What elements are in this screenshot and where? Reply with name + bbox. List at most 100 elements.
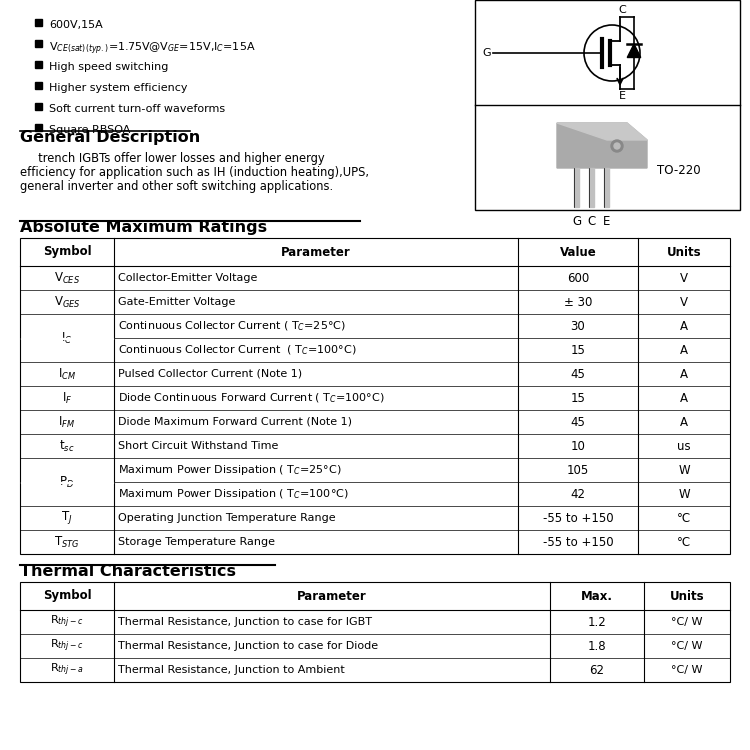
- Text: Thermal Characteristics: Thermal Characteristics: [20, 564, 236, 579]
- Bar: [20, 582, 730, 682]
- Text: °C/ W: °C/ W: [671, 665, 703, 675]
- Text: Maximum Power Dissipation ( T$_C$=100°C): Maximum Power Dissipation ( T$_C$=100°C): [118, 487, 349, 501]
- Text: Diode Maximum Forward Current (Note 1): Diode Maximum Forward Current (Note 1): [118, 417, 352, 427]
- Text: A: A: [680, 416, 688, 428]
- Text: 600: 600: [567, 272, 590, 284]
- Text: A: A: [680, 344, 688, 356]
- Text: t$_{sc}$: t$_{sc}$: [59, 439, 75, 454]
- Text: V: V: [680, 272, 688, 284]
- Text: W: W: [678, 488, 690, 500]
- Text: I$_C$: I$_C$: [62, 331, 73, 346]
- Text: 45: 45: [571, 416, 586, 428]
- Text: TO-220: TO-220: [657, 164, 700, 176]
- Text: -55 to +150: -55 to +150: [543, 512, 614, 524]
- Text: Soft current turn-off waveforms: Soft current turn-off waveforms: [49, 104, 225, 114]
- Bar: [35, 61, 42, 68]
- Bar: [35, 124, 42, 131]
- Text: R$_{th j-c}$: R$_{th j-c}$: [50, 638, 84, 654]
- Text: I$_{FM}$: I$_{FM}$: [58, 415, 76, 430]
- Text: I$_F$: I$_F$: [62, 391, 72, 406]
- Text: 30: 30: [571, 320, 585, 332]
- Text: 62: 62: [590, 664, 604, 676]
- Text: Higher system efficiency: Higher system efficiency: [49, 83, 188, 93]
- Text: R$_{th j-c}$: R$_{th j-c}$: [50, 614, 84, 630]
- Text: 105: 105: [567, 464, 590, 476]
- Text: General Description: General Description: [20, 130, 200, 145]
- Text: T$_{STG}$: T$_{STG}$: [54, 535, 80, 550]
- Text: 1.2: 1.2: [588, 616, 606, 628]
- Text: R$_{th j-a}$: R$_{th j-a}$: [50, 662, 84, 678]
- Text: Pulsed Collector Current (Note 1): Pulsed Collector Current (Note 1): [118, 369, 302, 379]
- Text: Units: Units: [667, 245, 701, 259]
- Text: V$_{CE(sat)(typ.)}$=1.75V@V$_{GE}$=15V,I$_C$=15A: V$_{CE(sat)(typ.)}$=1.75V@V$_{GE}$=15V,I…: [49, 41, 256, 58]
- Text: E: E: [603, 215, 610, 228]
- Polygon shape: [627, 44, 640, 58]
- Text: Value: Value: [560, 245, 596, 259]
- Text: Continuous Collector Current ( T$_C$=25°C): Continuous Collector Current ( T$_C$=25°…: [118, 320, 346, 333]
- Text: °C/ W: °C/ W: [671, 641, 703, 651]
- Text: 1.8: 1.8: [588, 640, 606, 652]
- Text: Diode Continuous Forward Current ( T$_C$=100°C): Diode Continuous Forward Current ( T$_C$…: [118, 392, 385, 405]
- Text: Parameter: Parameter: [281, 245, 351, 259]
- Text: °C/ W: °C/ W: [671, 617, 703, 627]
- Text: Thermal Resistance, Junction to case for IGBT: Thermal Resistance, Junction to case for…: [118, 617, 372, 627]
- Text: Square RBSOA: Square RBSOA: [49, 125, 130, 135]
- Text: Maximum Power Dissipation ( T$_C$=25°C): Maximum Power Dissipation ( T$_C$=25°C): [118, 463, 342, 477]
- Bar: [35, 103, 42, 110]
- Text: Symbol: Symbol: [43, 590, 92, 602]
- Text: 10: 10: [571, 440, 586, 452]
- Text: Short Circuit Withstand Time: Short Circuit Withstand Time: [118, 441, 278, 451]
- Text: Gate-Emitter Voltage: Gate-Emitter Voltage: [118, 297, 236, 307]
- Bar: [35, 19, 42, 26]
- Text: Max.: Max.: [581, 590, 613, 602]
- Text: Absolute Maximum Ratings: Absolute Maximum Ratings: [20, 220, 267, 235]
- Text: 600V,15A: 600V,15A: [49, 20, 103, 30]
- Circle shape: [614, 143, 620, 149]
- Bar: [574, 168, 579, 207]
- Text: Operating Junction Temperature Range: Operating Junction Temperature Range: [118, 513, 336, 523]
- Text: C: C: [588, 215, 596, 228]
- Text: Symbol: Symbol: [43, 245, 92, 259]
- Text: ± 30: ± 30: [564, 296, 592, 308]
- Text: A: A: [680, 392, 688, 404]
- Text: °C: °C: [677, 512, 691, 524]
- Text: P$_D$: P$_D$: [59, 475, 74, 490]
- Bar: [35, 82, 42, 89]
- Text: G: G: [572, 215, 581, 228]
- Text: A: A: [680, 320, 688, 332]
- Text: W: W: [678, 464, 690, 476]
- Polygon shape: [557, 123, 647, 140]
- Bar: [589, 168, 594, 207]
- Text: efficiency for application such as IH (induction heating),UPS,: efficiency for application such as IH (i…: [20, 166, 369, 179]
- Text: Units: Units: [670, 590, 704, 602]
- Text: °C: °C: [677, 536, 691, 548]
- Text: -55 to +150: -55 to +150: [543, 536, 614, 548]
- Text: E: E: [619, 91, 626, 101]
- Text: general inverter and other soft switching applications.: general inverter and other soft switchin…: [20, 180, 333, 193]
- Text: Collector-Emitter Voltage: Collector-Emitter Voltage: [118, 273, 257, 283]
- Bar: [475, 0, 740, 210]
- Text: High speed switching: High speed switching: [49, 62, 168, 72]
- Text: Storage Temperature Range: Storage Temperature Range: [118, 537, 275, 547]
- Text: T$_J$: T$_J$: [62, 509, 73, 526]
- Text: V$_{GES}$: V$_{GES}$: [54, 295, 80, 310]
- Bar: [20, 238, 730, 554]
- Circle shape: [611, 140, 623, 152]
- Text: G: G: [482, 48, 491, 58]
- Text: A: A: [680, 368, 688, 380]
- Text: 42: 42: [571, 488, 586, 500]
- Text: Thermal Resistance, Junction to Ambient: Thermal Resistance, Junction to Ambient: [118, 665, 345, 675]
- Text: 45: 45: [571, 368, 586, 380]
- Text: I$_{CM}$: I$_{CM}$: [58, 367, 76, 382]
- Polygon shape: [557, 123, 647, 168]
- Bar: [35, 40, 42, 47]
- Text: Thermal Resistance, Junction to case for Diode: Thermal Resistance, Junction to case for…: [118, 641, 378, 651]
- Text: trench IGBTs offer lower losses and higher energy: trench IGBTs offer lower losses and high…: [20, 152, 325, 165]
- Text: Continuous Collector Current  ( T$_C$=100°C): Continuous Collector Current ( T$_C$=100…: [118, 344, 356, 357]
- Text: us: us: [677, 440, 691, 452]
- Text: 15: 15: [571, 392, 586, 404]
- Text: V$_{CES}$: V$_{CES}$: [54, 271, 80, 286]
- Text: V: V: [680, 296, 688, 308]
- Text: Parameter: Parameter: [297, 590, 367, 602]
- Text: 15: 15: [571, 344, 586, 356]
